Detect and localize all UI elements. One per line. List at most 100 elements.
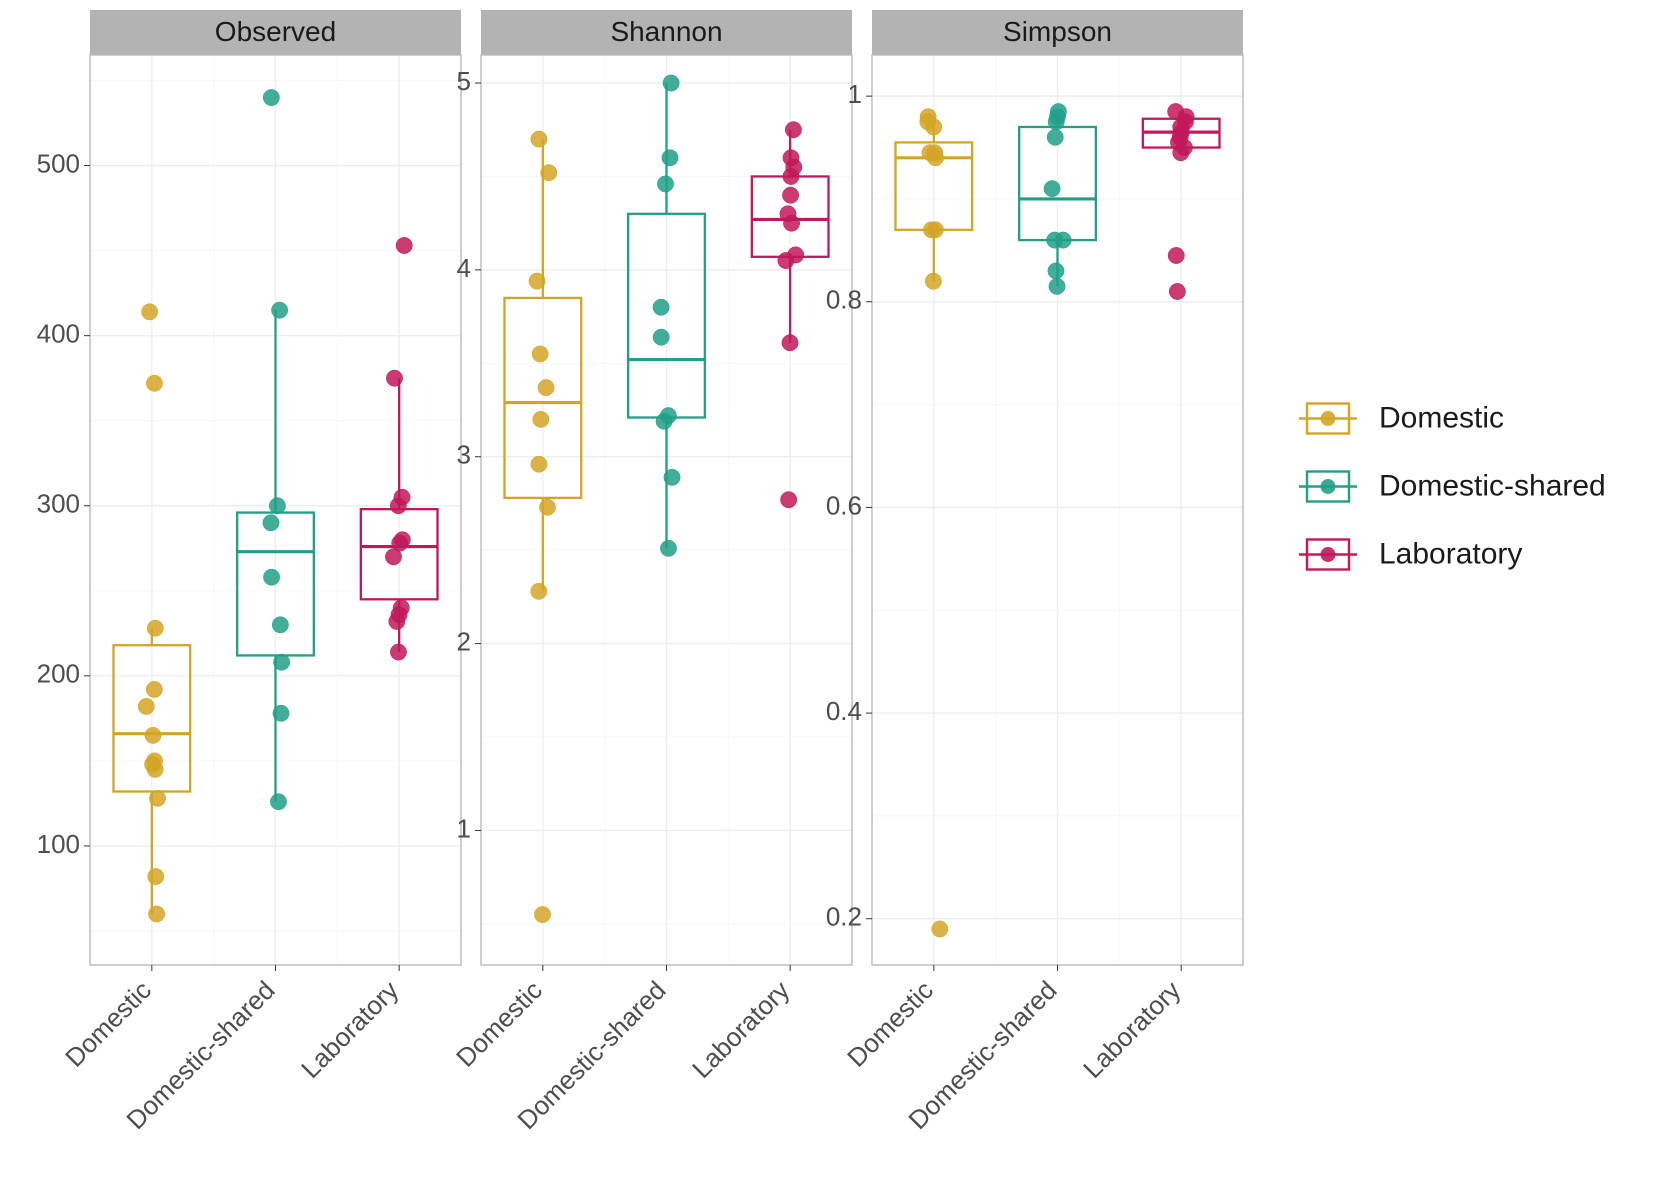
data-point: [146, 375, 162, 391]
y-tick-label: 0.6: [826, 490, 862, 520]
data-point: [782, 335, 798, 351]
y-tick-label: 0.2: [826, 902, 862, 932]
legend-point-icon: [1321, 547, 1336, 562]
y-tick-label: 400: [37, 319, 80, 349]
y-tick-label: 200: [37, 659, 80, 689]
data-point: [263, 515, 279, 531]
data-point: [923, 222, 939, 238]
data-point: [932, 921, 948, 937]
data-point: [782, 187, 798, 203]
y-tick-label: 3: [457, 440, 471, 470]
data-point: [148, 868, 164, 884]
y-tick-label: 1: [848, 79, 862, 109]
data-point: [653, 329, 669, 345]
data-point: [533, 411, 549, 427]
data-point: [1169, 283, 1185, 299]
x-tick-label: Laboratory: [1077, 975, 1186, 1084]
x-tick-label: Domestic: [450, 975, 548, 1073]
data-point: [273, 705, 289, 721]
data-point: [1049, 278, 1065, 294]
legend-label: Laboratory: [1379, 537, 1522, 570]
data-point: [660, 540, 676, 556]
data-point: [273, 654, 289, 670]
data-point: [269, 498, 285, 514]
data-point: [541, 165, 557, 181]
data-point: [922, 144, 938, 160]
data-point: [539, 499, 555, 515]
data-point: [664, 469, 680, 485]
legend-label: Domestic: [1379, 401, 1504, 434]
data-point: [531, 131, 547, 147]
data-point: [146, 681, 162, 697]
y-tick-label: 300: [37, 489, 80, 519]
legend-label: Domestic-shared: [1379, 469, 1606, 502]
data-point: [1168, 247, 1184, 263]
y-tick-label: 4: [457, 253, 471, 283]
x-tick-label: Laboratory: [686, 975, 795, 1084]
data-point: [783, 150, 799, 166]
legend-point-icon: [1321, 411, 1336, 426]
data-point: [272, 617, 288, 633]
data-point: [141, 304, 157, 320]
y-tick-label: 0.4: [826, 696, 862, 726]
data-point: [270, 794, 286, 810]
facet-title: Shannon: [610, 16, 722, 47]
x-tick-label: Domestic: [841, 975, 939, 1073]
y-tick-label: 5: [457, 66, 471, 96]
legend-point-icon: [1321, 479, 1336, 494]
data-point: [532, 346, 548, 362]
data-point: [1055, 232, 1071, 248]
data-point: [529, 273, 545, 289]
data-point: [1050, 103, 1066, 119]
legend-item: Laboratory: [1293, 532, 1522, 578]
y-tick-label: 2: [457, 626, 471, 656]
chart-svg: Observed 100 200 300 400 500 Domestic Domestic-…: [0, 0, 1653, 1185]
data-point: [390, 644, 406, 660]
data-point: [145, 727, 161, 743]
legend-item: Domestic-shared: [1293, 464, 1606, 510]
panel: [481, 55, 852, 965]
x-tick-label: Laboratory: [295, 975, 404, 1084]
data-point: [653, 299, 669, 315]
data-point: [263, 569, 279, 585]
data-point: [1044, 180, 1060, 196]
data-point: [925, 273, 941, 289]
panel: [872, 55, 1243, 965]
y-tick-label: 500: [37, 148, 80, 178]
chart-root: Observed 100 200 300 400 500 Domestic Domestic-…: [0, 0, 1653, 1185]
data-point: [1047, 129, 1063, 145]
data-point: [1048, 263, 1064, 279]
data-point: [146, 753, 162, 769]
data-point: [393, 600, 409, 616]
data-point: [787, 247, 803, 263]
data-point: [531, 456, 547, 472]
data-point: [785, 122, 801, 138]
data-point: [662, 150, 678, 166]
facet-title: Observed: [215, 16, 336, 47]
panel: [90, 55, 461, 965]
data-point: [396, 237, 412, 253]
data-point: [657, 176, 673, 192]
data-point: [1167, 103, 1183, 119]
data-point: [531, 583, 547, 599]
data-point: [780, 492, 796, 508]
y-tick-label: 1: [457, 813, 471, 843]
data-point: [663, 75, 679, 91]
data-point: [780, 206, 796, 222]
data-point: [148, 906, 164, 922]
facet-title: Simpson: [1003, 16, 1112, 47]
data-point: [534, 906, 550, 922]
data-point: [138, 698, 154, 714]
data-point: [394, 532, 410, 548]
data-point: [147, 620, 163, 636]
y-tick-label: 100: [37, 829, 80, 859]
y-tick-label: 0.8: [826, 285, 862, 315]
data-point: [386, 370, 402, 386]
data-point: [263, 89, 279, 105]
data-point: [271, 302, 287, 318]
legend: Domestic Domestic-shared Laboratory: [1293, 396, 1606, 578]
data-point: [660, 407, 676, 423]
data-point: [149, 790, 165, 806]
data-point: [394, 489, 410, 505]
legend-item: Domestic: [1293, 396, 1504, 442]
